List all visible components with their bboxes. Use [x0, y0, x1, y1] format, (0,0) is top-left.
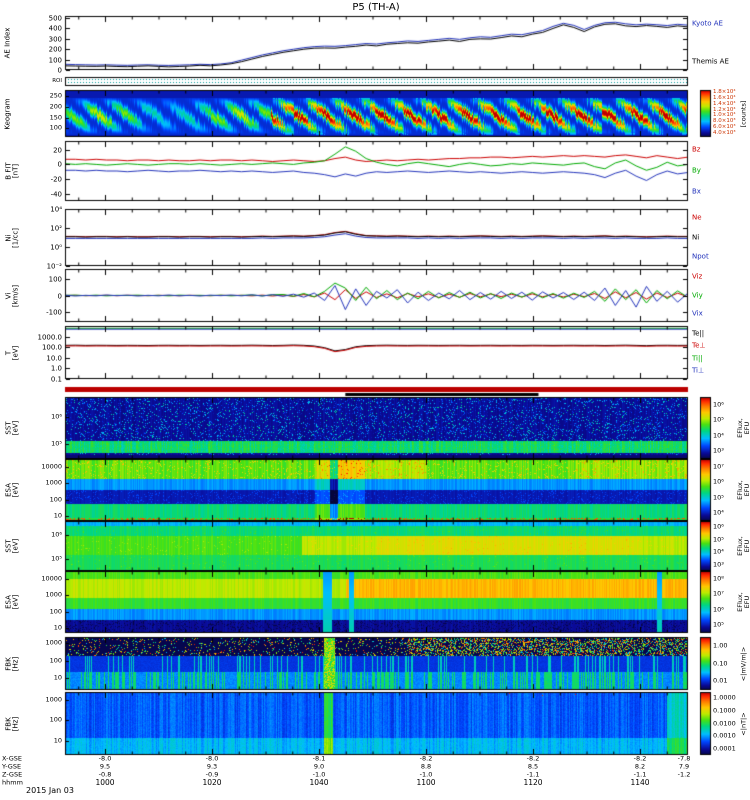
date-label: 2015 Jan 03	[26, 786, 74, 795]
